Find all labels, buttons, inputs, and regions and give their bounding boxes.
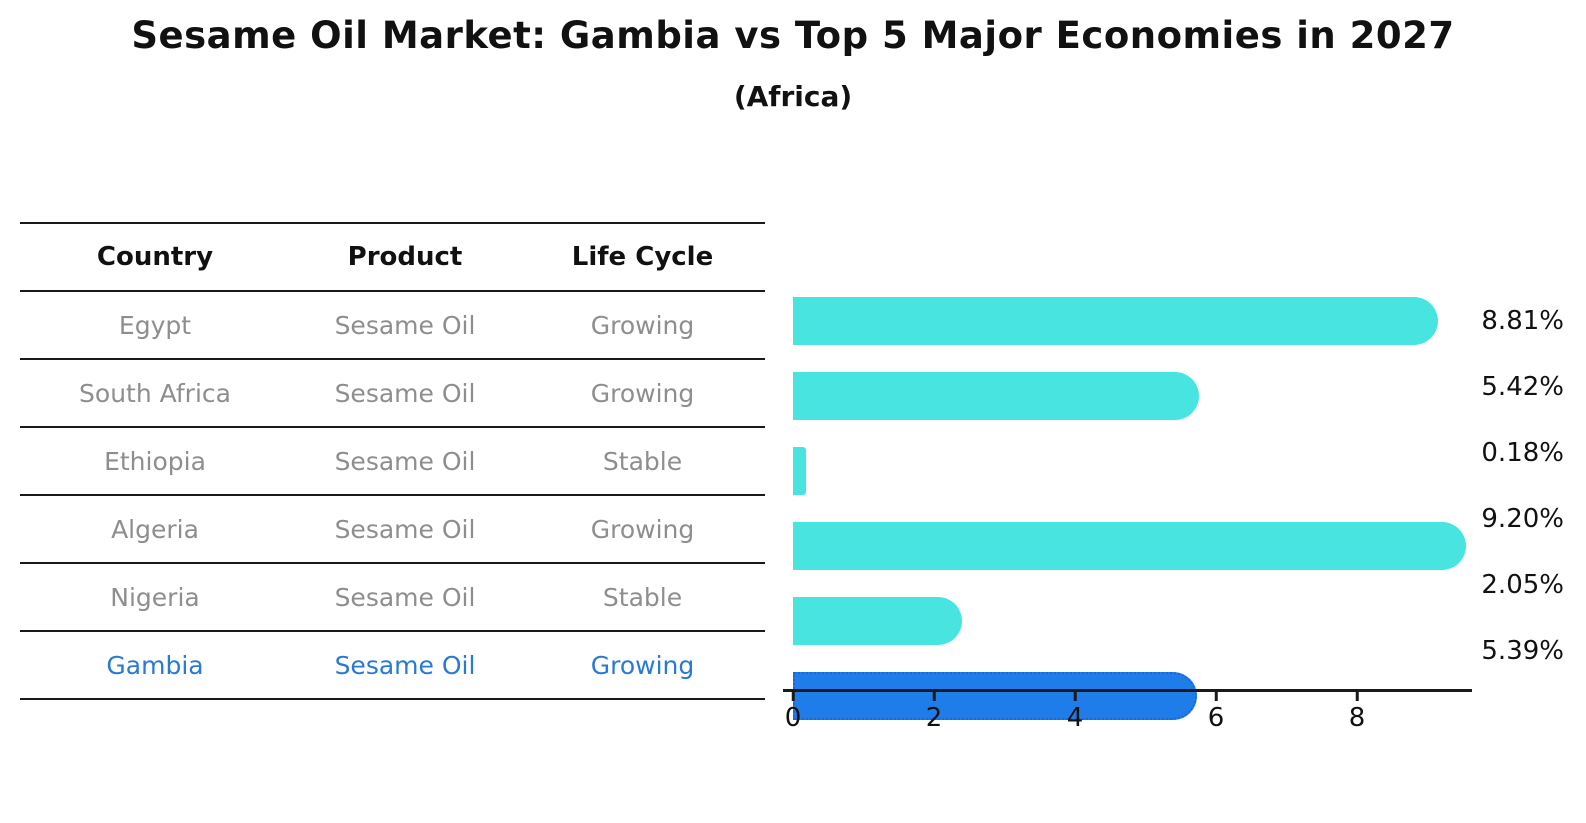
chart-title: Sesame Oil Market: Gambia vs Top 5 Major… <box>131 14 1455 57</box>
cell-life-cycle: Stable <box>602 582 683 612</box>
cell-country: Nigeria <box>110 582 200 612</box>
x-tick-mark <box>1355 692 1359 701</box>
bar-value-label: 5.42% <box>1481 372 1564 402</box>
table-row-egypt: Egypt Sesame Oil Growing <box>20 290 765 358</box>
bar-south-africa <box>793 372 1200 420</box>
x-tick-label: 6 <box>1207 703 1225 733</box>
bar-row <box>793 522 1483 588</box>
bar-value-label: 9.20% <box>1481 504 1564 534</box>
comparison-table: Country Product Life Cycle Egypt Sesame … <box>20 222 765 700</box>
bar-row <box>793 372 1483 438</box>
bar-value-label: 5.39% <box>1481 636 1564 666</box>
bars-area <box>793 288 1483 738</box>
table-row-south-africa: South Africa Sesame Oil Growing <box>20 358 765 426</box>
bar-row <box>793 297 1483 363</box>
bar-value-label: 0.18% <box>1481 438 1564 468</box>
cell-country: Gambia <box>106 650 204 680</box>
column-header-life-cycle: Life Cycle <box>571 242 714 272</box>
x-axis: 0 2 4 6 8 <box>783 689 1483 739</box>
x-tick-label: 0 <box>784 703 802 733</box>
bar-algeria <box>793 522 1466 570</box>
x-axis-line <box>783 689 1472 692</box>
bar-gambia <box>793 672 1197 720</box>
x-tick-mark <box>791 692 795 701</box>
cell-product: Sesame Oil <box>334 446 476 476</box>
bar-row <box>793 447 1483 513</box>
cell-life-cycle: Growing <box>590 310 695 340</box>
bar-row <box>793 672 1483 738</box>
table-row-ethiopia: Ethiopia Sesame Oil Stable <box>20 426 765 494</box>
x-tick-mark <box>932 692 936 701</box>
column-header-country: Country <box>96 242 214 272</box>
bar-value-label: 8.81% <box>1481 306 1564 336</box>
cell-country: Ethiopia <box>104 446 206 476</box>
cell-life-cycle: Growing <box>590 378 695 408</box>
bar-value-label: 2.05% <box>1481 570 1564 600</box>
x-tick-label: 8 <box>1348 703 1366 733</box>
x-tick-label: 2 <box>925 703 943 733</box>
table-row-nigeria: Nigeria Sesame Oil Stable <box>20 562 765 630</box>
bar-nigeria <box>793 597 962 645</box>
cell-product: Sesame Oil <box>334 650 476 680</box>
table-row-algeria: Algeria Sesame Oil Growing <box>20 494 765 562</box>
cell-country: Egypt <box>118 310 192 340</box>
cell-life-cycle: Growing <box>590 650 695 680</box>
cell-product: Sesame Oil <box>334 378 476 408</box>
cell-life-cycle: Stable <box>602 446 683 476</box>
x-tick-mark <box>1214 692 1218 701</box>
bar-row <box>793 597 1483 663</box>
table-header-row: Country Product Life Cycle <box>20 222 765 290</box>
table-row-gambia: Gambia Sesame Oil Growing <box>20 630 765 700</box>
column-header-product: Product <box>347 242 463 272</box>
bar-ethiopia <box>793 447 806 495</box>
cell-country: South Africa <box>79 378 231 408</box>
cell-product: Sesame Oil <box>334 310 476 340</box>
cell-product: Sesame Oil <box>334 582 476 612</box>
cell-life-cycle: Growing <box>590 514 695 544</box>
cell-product: Sesame Oil <box>334 514 476 544</box>
cell-country: Algeria <box>111 514 199 544</box>
x-tick-mark <box>1073 692 1077 701</box>
value-labels: 8.81% 5.42% 0.18% 9.20% 2.05% 5.39% <box>1478 288 1564 684</box>
chart-subtitle: (Africa) <box>733 80 853 113</box>
bar-egypt <box>793 297 1439 345</box>
x-tick-label: 4 <box>1066 703 1084 733</box>
